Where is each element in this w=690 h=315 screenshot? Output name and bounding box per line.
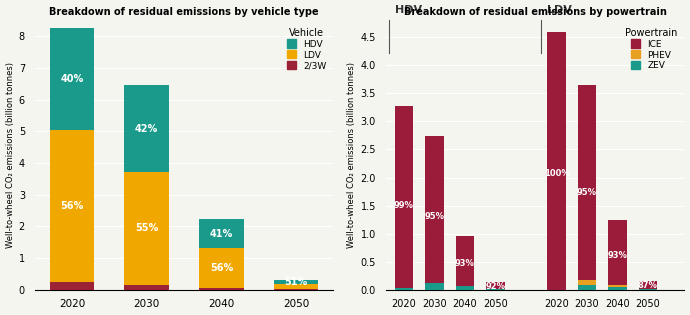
Bar bbox=[578, 285, 596, 290]
Text: 87%: 87% bbox=[638, 281, 658, 290]
Text: 41%: 41% bbox=[210, 229, 233, 238]
Bar bbox=[425, 136, 444, 283]
Title: Breakdown of residual emissions by vehicle type: Breakdown of residual emissions by vehic… bbox=[49, 7, 319, 17]
Bar bbox=[425, 283, 444, 290]
Text: 55%: 55% bbox=[135, 223, 158, 233]
Bar bbox=[50, 130, 95, 282]
Bar bbox=[639, 281, 657, 289]
Bar bbox=[609, 285, 627, 288]
Bar bbox=[274, 289, 319, 290]
Text: 42%: 42% bbox=[135, 123, 158, 134]
Bar bbox=[486, 283, 504, 289]
Text: 93%: 93% bbox=[455, 259, 475, 268]
Bar bbox=[609, 220, 627, 285]
Bar bbox=[124, 172, 169, 285]
Bar bbox=[274, 280, 319, 284]
Text: 95%: 95% bbox=[577, 188, 597, 197]
Bar bbox=[395, 288, 413, 290]
Bar bbox=[578, 280, 596, 285]
Bar bbox=[50, 282, 95, 290]
Bar bbox=[124, 85, 169, 172]
Text: HDV: HDV bbox=[395, 5, 422, 15]
Y-axis label: Well-to-wheel CO₂ emissions (billion tonnes): Well-to-wheel CO₂ emissions (billion ton… bbox=[347, 62, 356, 248]
Text: 56%: 56% bbox=[210, 263, 233, 273]
Bar bbox=[547, 32, 566, 290]
Text: 100%: 100% bbox=[544, 169, 569, 178]
Bar bbox=[50, 28, 95, 130]
Bar bbox=[199, 288, 244, 290]
Y-axis label: Well-to-wheel CO₂ emissions (billion tonnes): Well-to-wheel CO₂ emissions (billion ton… bbox=[6, 62, 14, 248]
Text: 92%: 92% bbox=[486, 282, 506, 291]
Title: Breakdown of residual emissions by powertrain: Breakdown of residual emissions by power… bbox=[404, 7, 667, 17]
Bar bbox=[456, 286, 474, 290]
Bar bbox=[609, 288, 627, 290]
Bar bbox=[395, 106, 413, 288]
Bar bbox=[456, 237, 474, 286]
Bar bbox=[199, 219, 244, 248]
Bar bbox=[639, 289, 657, 290]
Text: 51%: 51% bbox=[284, 277, 308, 287]
Bar bbox=[274, 284, 319, 289]
Text: 95%: 95% bbox=[424, 212, 444, 221]
Text: LDV: LDV bbox=[547, 5, 572, 15]
Text: 40%: 40% bbox=[61, 74, 83, 84]
Bar bbox=[578, 85, 596, 280]
Text: 56%: 56% bbox=[61, 201, 83, 211]
Text: 99%: 99% bbox=[394, 202, 414, 210]
Legend: HDV, LDV, 2/3W: HDV, LDV, 2/3W bbox=[284, 25, 329, 73]
Bar bbox=[124, 285, 169, 290]
Legend: ICE, PHEV, ZEV: ICE, PHEV, ZEV bbox=[622, 25, 680, 73]
Text: 93%: 93% bbox=[607, 251, 627, 260]
Bar bbox=[486, 289, 504, 290]
Bar bbox=[199, 248, 244, 288]
